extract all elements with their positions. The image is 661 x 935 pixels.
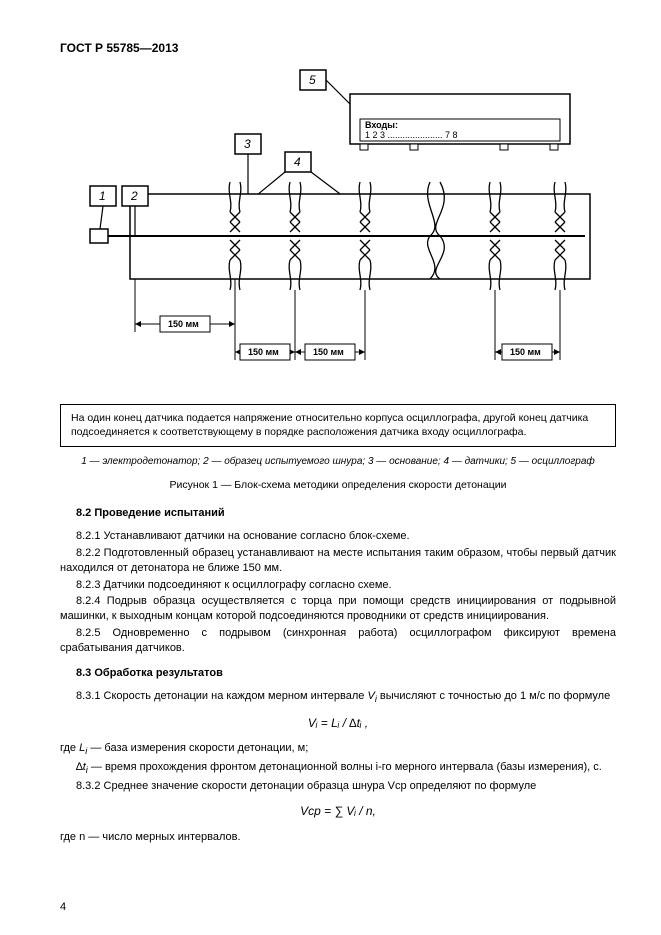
p-825: 8.2.5 Одновременно с подрывом (синхронна… xyxy=(60,626,616,656)
formula-1: Vᵢ = Lᵢ / ∆tᵢ , xyxy=(60,715,616,731)
figure-svg: Входы: 1 2 3 ...................... 7 8 … xyxy=(60,64,600,394)
where-n: где n — число мерных интервалов. xyxy=(60,830,616,845)
sec-8-3-title: 8.3 Обработка результатов xyxy=(76,666,616,681)
svg-text:Входы:: Входы: xyxy=(365,120,398,130)
p-824: 8.2.4 Подрыв образца осуществляется с то… xyxy=(60,594,616,624)
svg-text:150 мм: 150 мм xyxy=(248,347,279,357)
p-821: 8.2.1 Устанавливают датчики на основание… xyxy=(60,529,616,544)
p-831: 8.3.1 Скорость детонации на каждом мерно… xyxy=(60,689,616,706)
where-dti: ∆ti — время прохождения фронтом детонаци… xyxy=(60,760,616,777)
p-822: 8.2.2 Подготовленный образец устанавлива… xyxy=(60,546,616,576)
figure-note: На один конец датчика подается напряжени… xyxy=(60,404,616,446)
figure-1: Входы: 1 2 3 ...................... 7 8 … xyxy=(60,64,616,492)
svg-text:1 2 3 ......................: 1 2 3 ...................... 7 8 xyxy=(365,130,458,140)
figure-legend: 1 — электродетонатор; 2 — образец испыту… xyxy=(60,455,616,469)
svg-text:5: 5 xyxy=(309,73,316,87)
svg-text:4: 4 xyxy=(294,155,301,169)
svg-text:150 мм: 150 мм xyxy=(168,319,199,329)
svg-text:3: 3 xyxy=(244,137,251,151)
figure-caption: Рисунок 1 — Блок-схема методики определе… xyxy=(60,478,616,492)
svg-text:2: 2 xyxy=(130,189,138,203)
svg-text:1: 1 xyxy=(99,189,106,203)
p-832: 8.3.2 Среднее значение скорости детонаци… xyxy=(60,779,616,794)
svg-text:150 мм: 150 мм xyxy=(510,347,541,357)
where-Li: где Li — база измерения скорости детонац… xyxy=(60,741,616,758)
p-823: 8.2.3 Датчики подсоединяют к осциллограф… xyxy=(60,578,616,593)
page-number: 4 xyxy=(60,900,66,915)
sec-8-2-title: 8.2 Проведение испытаний xyxy=(76,506,616,521)
doc-header: ГОСТ Р 55785—2013 xyxy=(60,40,616,56)
formula-2: Vср = ∑ Vᵢ / n, xyxy=(60,803,616,819)
svg-text:150 мм: 150 мм xyxy=(313,347,344,357)
